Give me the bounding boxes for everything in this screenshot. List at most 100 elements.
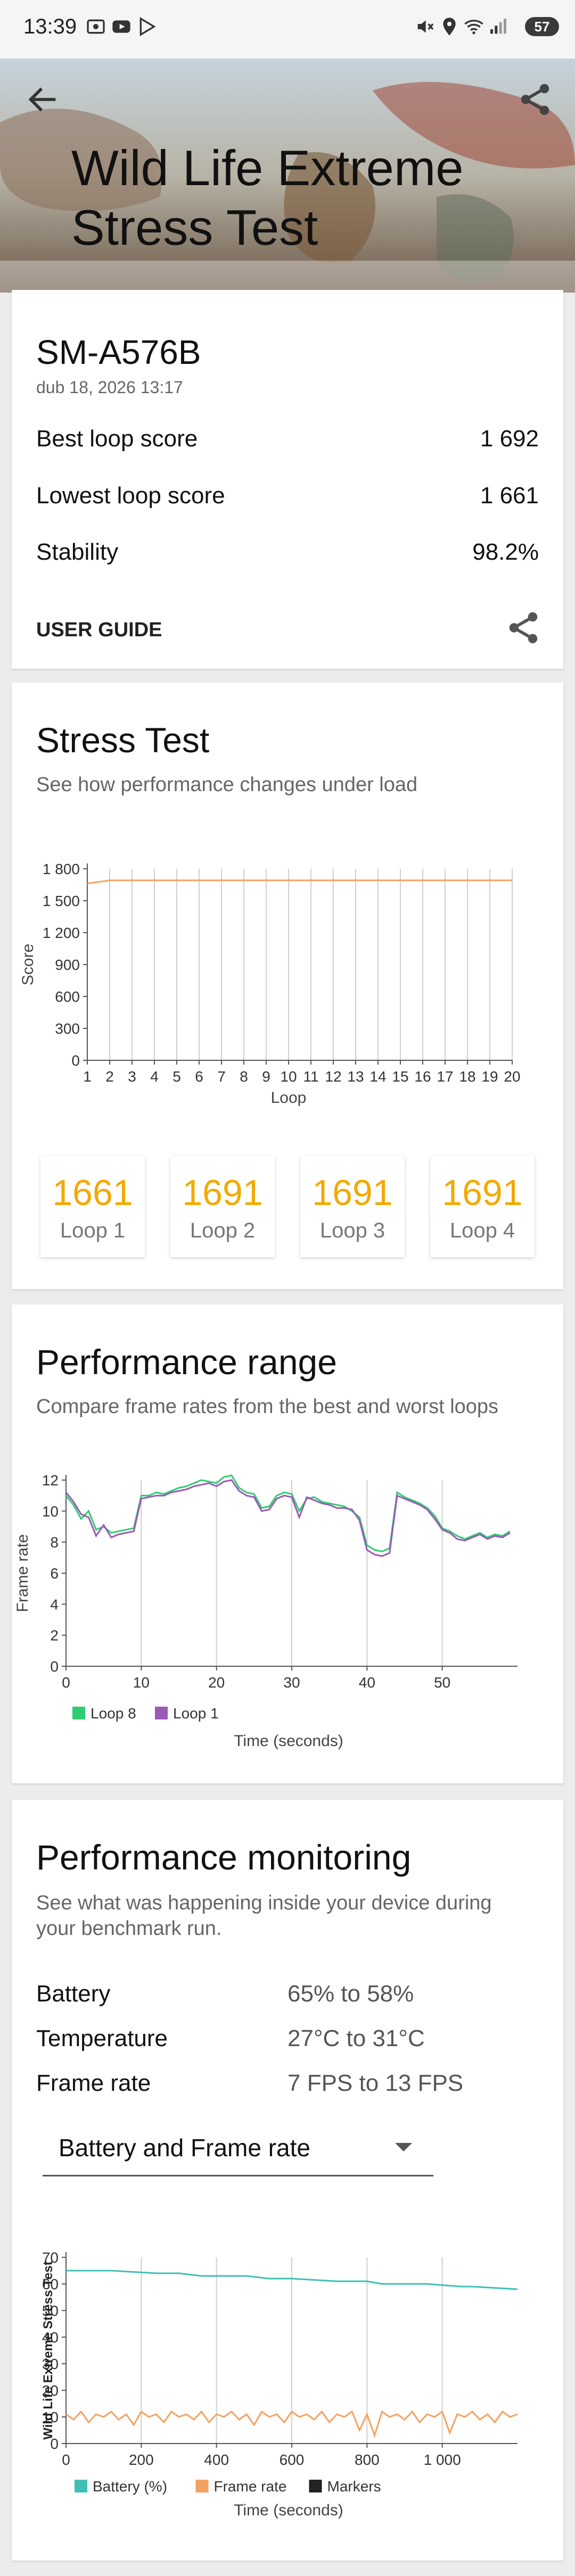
x-tick-label: 20 <box>208 1674 225 1691</box>
y-tick-label: 0 <box>50 2436 59 2452</box>
x-tick-label: 18 <box>459 1068 475 1085</box>
page-title-line1: Wild Life Extreme <box>71 140 464 196</box>
loop-card-4[interactable]: 1691 Loop 4 <box>430 1156 535 1257</box>
wifi-icon <box>462 16 486 37</box>
y-tick-label: 60 <box>42 2276 59 2292</box>
x-tick-label: 10 <box>133 1674 150 1691</box>
best-loop-label: Best loop score <box>36 426 198 452</box>
youtube-icon <box>111 16 132 37</box>
x-axis-label: Time (seconds) <box>234 2502 343 2519</box>
performance-range-subtitle: Compare frame rates from the best and wo… <box>36 1395 499 1418</box>
back-button[interactable] <box>24 81 62 118</box>
share-icon <box>521 84 549 115</box>
lowest-loop-value: 1 661 <box>480 483 539 509</box>
x-tick-label: 4 <box>150 1068 159 1085</box>
legend-label: Frame rate <box>214 2478 287 2495</box>
y-tick-label: 10 <box>42 2409 59 2425</box>
performance-range-card: Performance range Compare frame rates fr… <box>12 1304 563 1783</box>
legend-swatch <box>75 2480 87 2492</box>
page-title: Wild Life Extreme Stress Test <box>71 138 540 257</box>
share-button[interactable] <box>516 81 554 118</box>
stress-test-title: Stress Test <box>36 720 210 760</box>
legend-swatch <box>309 2480 322 2492</box>
series-line-0 <box>87 879 512 885</box>
loop-label: Loop 2 <box>190 1219 256 1242</box>
y-tick-label: 6 <box>50 1565 59 1582</box>
y-tick-label: 70 <box>42 2249 59 2266</box>
lowest-loop-label: Lowest loop score <box>36 483 225 509</box>
y-tick-label: 40 <box>42 2329 59 2346</box>
x-tick-label: 1 000 <box>424 2452 461 2468</box>
run-date: dub 18, 2026 13:17 <box>36 378 183 397</box>
y-tick-label: 900 <box>55 957 80 973</box>
loop-score: 1691 <box>182 1173 263 1213</box>
x-axis-label: Loop <box>271 1089 307 1107</box>
chart-metric-select[interactable]: Battery and Frame rate <box>43 2127 433 2176</box>
stability-value: 98.2% <box>472 539 539 565</box>
series-line-battery <box>66 2270 518 2290</box>
legend-swatch <box>155 1707 168 1719</box>
y-axis-label: Score <box>19 944 37 985</box>
series-line-frame-rate <box>65 2410 518 2438</box>
y-tick-label: 1 200 <box>43 925 80 941</box>
x-tick-label: 3 <box>128 1068 136 1085</box>
status-bar: 13:39 57 <box>0 0 575 59</box>
hero-banner: Wild Life Extreme Stress Test <box>0 59 575 293</box>
x-tick-label: 16 <box>414 1068 431 1085</box>
y-tick-label: 600 <box>55 988 80 1005</box>
y-tick-label: 30 <box>42 2356 59 2372</box>
performance-monitoring-card: Performance monitoring See what was happ… <box>12 1800 563 2561</box>
frame-rate-value: 7 FPS to 13 FPS <box>288 2070 464 2096</box>
loop-label: Loop 4 <box>449 1219 515 1242</box>
x-tick-label: 30 <box>283 1674 300 1691</box>
loop-card-1[interactable]: 1661 Loop 1 <box>40 1156 145 1257</box>
y-tick-label: 8 <box>50 1534 59 1551</box>
loop-label: Loop 3 <box>319 1219 385 1242</box>
y-tick-label: 0 <box>50 1658 59 1675</box>
summary-card: SM-A576B dub 18, 2026 13:17 Best loop sc… <box>12 290 563 669</box>
y-tick-label: 300 <box>55 1020 80 1037</box>
x-tick-label: 9 <box>262 1068 270 1085</box>
loop-score: 1691 <box>312 1173 393 1213</box>
x-tick-label: 400 <box>204 2452 229 2468</box>
y-tick-label: 0 <box>71 1052 80 1069</box>
best-loop-row: Best loop score 1 692 <box>36 426 539 458</box>
y-tick-label: 2 <box>50 1627 59 1644</box>
page-title-line2: Stress Test <box>71 200 318 255</box>
status-time: 13:39 <box>23 15 77 38</box>
x-axis-label: Time (seconds) <box>234 1732 343 1750</box>
legend-label: Loop 8 <box>91 1705 136 1722</box>
chart-metric-select-value: Battery and Frame rate <box>59 2134 310 2162</box>
temperature-label: Temperature <box>36 2025 168 2051</box>
play-store-icon <box>136 16 158 37</box>
chevron-down-icon <box>395 2143 412 2151</box>
battery-value: 65% to 58% <box>288 1981 414 2007</box>
legend-label: Loop 1 <box>173 1705 219 1722</box>
x-tick-label: 50 <box>434 1674 450 1691</box>
x-tick-label: 8 <box>240 1068 248 1085</box>
series-line-loop-1 <box>65 1479 511 1557</box>
y-tick-label: 10 <box>42 1503 59 1519</box>
signal-icon <box>488 16 509 37</box>
x-tick-label: 0 <box>62 2452 70 2468</box>
y-tick-label: 4 <box>50 1596 59 1613</box>
x-tick-label: 7 <box>217 1068 226 1085</box>
loop-score: 1661 <box>52 1173 133 1213</box>
x-tick-label: 0 <box>62 1674 70 1691</box>
x-tick-label: 13 <box>347 1068 364 1085</box>
user-guide-link[interactable]: USER GUIDE <box>36 619 162 641</box>
y-tick-label: 20 <box>42 2382 59 2399</box>
user-guide-share-button[interactable] <box>505 609 542 646</box>
loop-card-3[interactable]: 1691 Loop 3 <box>300 1156 405 1257</box>
legend-label: Battery (%) <box>93 2478 167 2495</box>
x-tick-label: 14 <box>369 1068 386 1085</box>
x-tick-label: 600 <box>280 2452 305 2468</box>
arrow-left-icon <box>28 87 56 112</box>
loop-card-2[interactable]: 1691 Loop 2 <box>170 1156 275 1257</box>
frame-rate-label: Frame rate <box>36 2070 151 2096</box>
x-tick-label: 19 <box>481 1068 498 1085</box>
x-tick-label: 12 <box>325 1068 341 1085</box>
legend-label: Markers <box>327 2478 381 2495</box>
battery-label: Battery <box>36 1981 111 2007</box>
legend-swatch <box>195 2480 209 2492</box>
